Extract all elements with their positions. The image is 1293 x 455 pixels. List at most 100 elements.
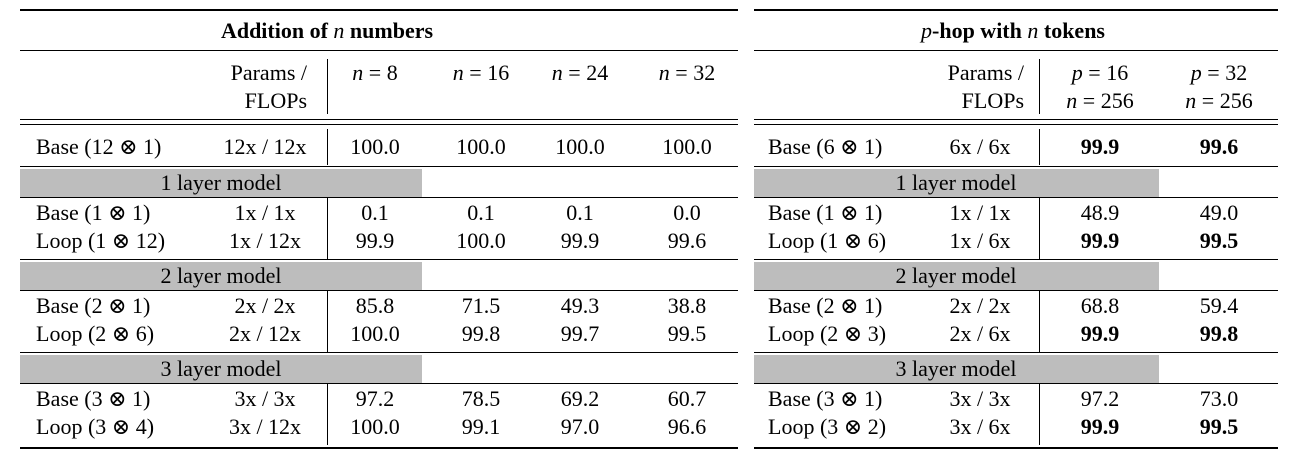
params-flops: 1x / 12x — [228, 228, 302, 253]
model-name: Base (6 ⊗ 1) — [768, 134, 883, 159]
cell-value: 99.1 — [461, 414, 501, 439]
equals: = — [669, 60, 694, 85]
group-rule — [20, 197, 738, 198]
cell-value: 99.5 — [1199, 414, 1239, 439]
group-label: 1 layer model — [160, 170, 282, 195]
cell-value: 99.9 — [560, 228, 600, 253]
params-flops: 1x / 6x — [949, 228, 1011, 253]
var-n: n — [352, 60, 364, 85]
cell-value: 48.9 — [1080, 200, 1120, 225]
cell-value: 38.8 — [667, 293, 707, 318]
var-p: p — [1071, 60, 1083, 85]
params-flops: 1x / 1x — [234, 200, 296, 225]
equals: = — [1082, 60, 1107, 85]
params-flops: 3x / 12x — [228, 414, 302, 439]
var-n: n — [658, 60, 670, 85]
column-value: 256 — [1100, 88, 1134, 113]
cell-value: 60.7 — [667, 386, 707, 411]
column-value: 16 — [1106, 60, 1129, 85]
cell-value: 100.0 — [350, 414, 400, 439]
params-flops: 3x / 6x — [949, 414, 1011, 439]
cell-value: 99.9 — [355, 228, 395, 253]
cell-value: 99.5 — [1199, 228, 1239, 253]
cell-value: 96.6 — [667, 414, 707, 439]
cell-value: 0.1 — [467, 200, 495, 225]
model-name: Loop (2 ⊗ 6) — [36, 321, 155, 346]
cell-value: 99.9 — [1080, 414, 1120, 439]
model-name: Loop (1 ⊗ 12) — [36, 228, 166, 253]
model-name: Base (12 ⊗ 1) — [36, 134, 162, 159]
cell-value: 100.0 — [662, 134, 712, 159]
params-flops: 2x / 6x — [949, 321, 1011, 346]
cell-value: 0.1 — [361, 200, 389, 225]
column-header-p: p = 16 — [1072, 59, 1128, 87]
params-flops-header: Params / FLOPs — [231, 59, 307, 115]
cell-value: 49.3 — [560, 293, 600, 318]
group-rule — [20, 290, 738, 291]
cell-value: 99.7 — [560, 321, 600, 346]
var-n: n — [551, 60, 563, 85]
table-title: p-hop with n tokens — [921, 18, 1105, 43]
group-rule — [754, 290, 1278, 291]
model-name: Base (2 ⊗ 1) — [768, 293, 883, 318]
params-header-line1: Params / — [947, 60, 1024, 85]
group-band — [20, 262, 422, 290]
cell-value: 99.6 — [667, 228, 707, 253]
var-n: n — [452, 60, 464, 85]
column-header-n-32: n = 32 — [659, 59, 715, 87]
group-band — [754, 169, 1159, 197]
group-label: 2 layer model — [160, 263, 282, 288]
params-header-line2: FLOPs — [244, 88, 307, 113]
section-rule — [754, 352, 1278, 353]
cell-value: 69.2 — [560, 386, 600, 411]
phop-table: p-hop with n tokens Params / FLOPs p = 1… — [754, 0, 1278, 455]
header-rule-1 — [20, 119, 738, 120]
group-band — [754, 262, 1159, 290]
column-value: 256 — [1219, 88, 1253, 113]
row-divider — [327, 129, 328, 165]
section-rule — [20, 352, 738, 353]
params-flops: 12x / 12x — [223, 134, 307, 159]
var-n: n — [1066, 88, 1078, 113]
addition-table: Addition of n numbers Params / FLOPs n =… — [20, 0, 738, 455]
section-rule — [20, 259, 738, 260]
column-value: 32 — [1225, 60, 1248, 85]
header-divider — [327, 59, 328, 114]
model-name: Base (1 ⊗ 1) — [36, 200, 151, 225]
column-value: 16 — [487, 60, 510, 85]
cell-value: 100.0 — [350, 134, 400, 159]
params-flops: 2x / 12x — [228, 321, 302, 346]
column-header-n: n = 256 — [1066, 87, 1133, 115]
params-flops: 3x / 3x — [949, 386, 1011, 411]
header-rule-1 — [754, 119, 1278, 120]
params-flops: 6x / 6x — [949, 134, 1011, 159]
row-divider — [1039, 129, 1040, 165]
bottom-rule — [20, 447, 738, 449]
model-name: Loop (2 ⊗ 3) — [768, 321, 887, 346]
group-rule — [20, 383, 738, 384]
cell-value: 97.0 — [560, 414, 600, 439]
params-header-line2: FLOPs — [961, 88, 1024, 113]
equals: = — [363, 60, 387, 85]
group-rule — [754, 383, 1278, 384]
cell-value: 97.2 — [1080, 386, 1120, 411]
cell-value: 99.9 — [1080, 228, 1120, 253]
group-divider — [1039, 383, 1040, 445]
group-band — [754, 355, 1159, 383]
column-header-n: n = 256 — [1185, 87, 1252, 115]
cell-value: 0.0 — [673, 200, 701, 225]
params-header-line1: Params / — [230, 60, 307, 85]
title-rule — [754, 50, 1278, 51]
section-rule — [20, 166, 738, 167]
group-band — [20, 355, 422, 383]
cell-value: 73.0 — [1199, 386, 1239, 411]
params-flops: 1x / 1x — [949, 200, 1011, 225]
section-rule — [754, 166, 1278, 167]
cell-value: 99.5 — [667, 321, 707, 346]
cell-value: 99.8 — [1199, 321, 1239, 346]
cell-value: 100.0 — [555, 134, 605, 159]
column-header-n-16: n = 16 — [453, 59, 509, 87]
cell-value: 99.9 — [1080, 321, 1120, 346]
group-label: 3 layer model — [160, 356, 282, 381]
cell-value: 0.1 — [566, 200, 594, 225]
